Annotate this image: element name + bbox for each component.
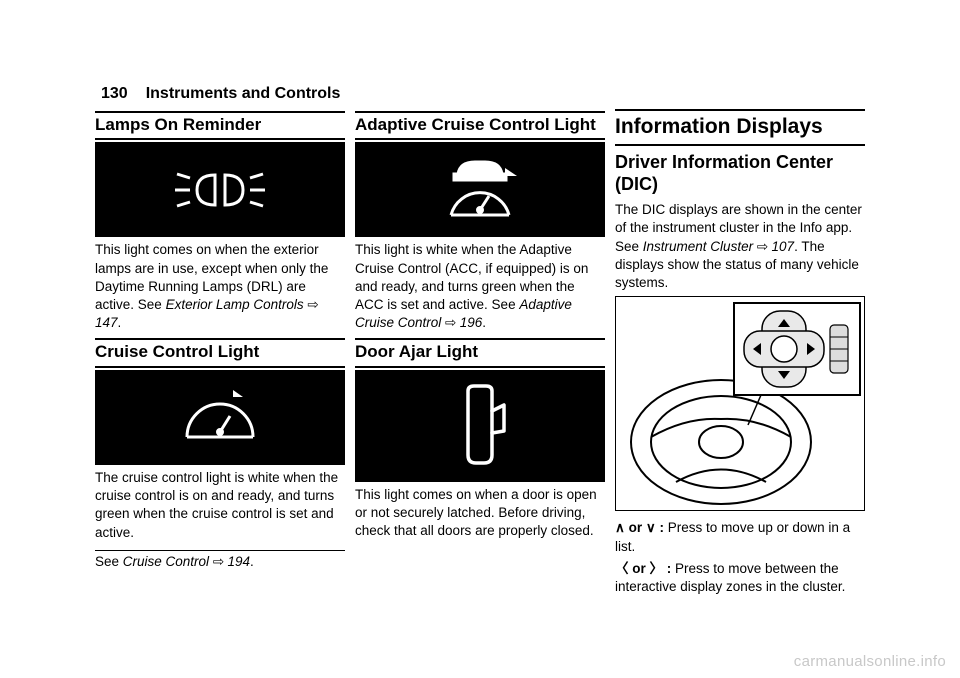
steering-wheel-svg <box>616 297 865 511</box>
cruise-ref-page: 194 <box>228 554 251 569</box>
cruise-text: The cruise control light is white when t… <box>95 469 345 542</box>
acc-icon <box>433 152 528 227</box>
ref-symbol: ⇨ <box>213 554 228 569</box>
door-heading: Door Ajar Light <box>355 338 605 367</box>
ref-symbol: ⇨ <box>307 297 318 312</box>
chapter-title: Instruments and Controls <box>146 85 341 103</box>
acc-ref-page: 196 <box>460 315 483 330</box>
acc-heading: Adaptive Cruise Control Light <box>355 111 605 140</box>
info-displays-heading: Information Displays <box>615 109 865 146</box>
page-header: 130 Instruments and Controls <box>95 85 865 103</box>
nav-updown: ∧ or ∨ : Press to move up or down in a l… <box>615 519 865 555</box>
acc-text: This light is white when the Adaptive Cr… <box>355 241 605 332</box>
page-number: 130 <box>101 85 128 103</box>
dic-ref: Instrument Cluster <box>643 239 753 254</box>
dic-text: The DIC displays are shown in the center… <box>615 201 865 292</box>
cruise-ref: Cruise Control <box>123 554 209 569</box>
lamps-ref: Exterior Lamp Controls <box>166 297 304 312</box>
column-1: Lamps On Reminder This ligh <box>95 109 345 600</box>
door-ajar-icon <box>450 383 510 468</box>
cruise-see-label: See <box>95 554 123 569</box>
door-text: This light comes on when a door is open … <box>355 486 605 541</box>
caret-down-icon: ∨ <box>646 520 656 535</box>
nav1-or: or <box>625 520 646 535</box>
column-layout: Lamps On Reminder This ligh <box>95 109 865 600</box>
lamps-text: This light comes on when the exterior la… <box>95 241 345 332</box>
column-3: Information Displays Driver Information … <box>615 109 865 600</box>
watermark: carmanualsonline.info <box>794 653 946 670</box>
dic-ref-page: 107 <box>772 239 795 254</box>
cruise-symbol <box>95 370 345 465</box>
caret-up-icon: ∧ <box>615 520 625 535</box>
steering-wheel-illustration <box>615 296 865 511</box>
cruise-icon <box>175 382 265 452</box>
divider <box>95 550 345 551</box>
manual-page: 130 Instruments and Controls Lamps On Re… <box>95 85 865 645</box>
lamps-ref-page: 147 <box>95 315 118 330</box>
acc-symbol <box>355 142 605 237</box>
lamps-heading: Lamps On Reminder <box>95 111 345 140</box>
ref-symbol: ⇨ <box>757 239 772 254</box>
ref-symbol: ⇨ <box>445 315 460 330</box>
lamps-on-symbol <box>95 142 345 237</box>
nav-leftright: 〈 or 〉 : Press to move between the inter… <box>615 560 865 596</box>
nav2-or: or <box>629 561 650 576</box>
dic-heading: Driver Information Center (DIC) <box>615 152 865 195</box>
caret-left-icon: 〈 <box>615 561 629 576</box>
nav2-colon: : <box>663 561 675 576</box>
caret-right-icon: 〉 <box>650 561 664 576</box>
column-2: Adaptive Cruise Control Light This light… <box>355 109 605 600</box>
door-symbol <box>355 370 605 482</box>
cruise-see: See Cruise Control ⇨ 194. <box>95 553 345 571</box>
nav1-colon: : <box>656 520 668 535</box>
cruise-heading: Cruise Control Light <box>95 338 345 367</box>
lamps-on-icon <box>165 160 275 220</box>
